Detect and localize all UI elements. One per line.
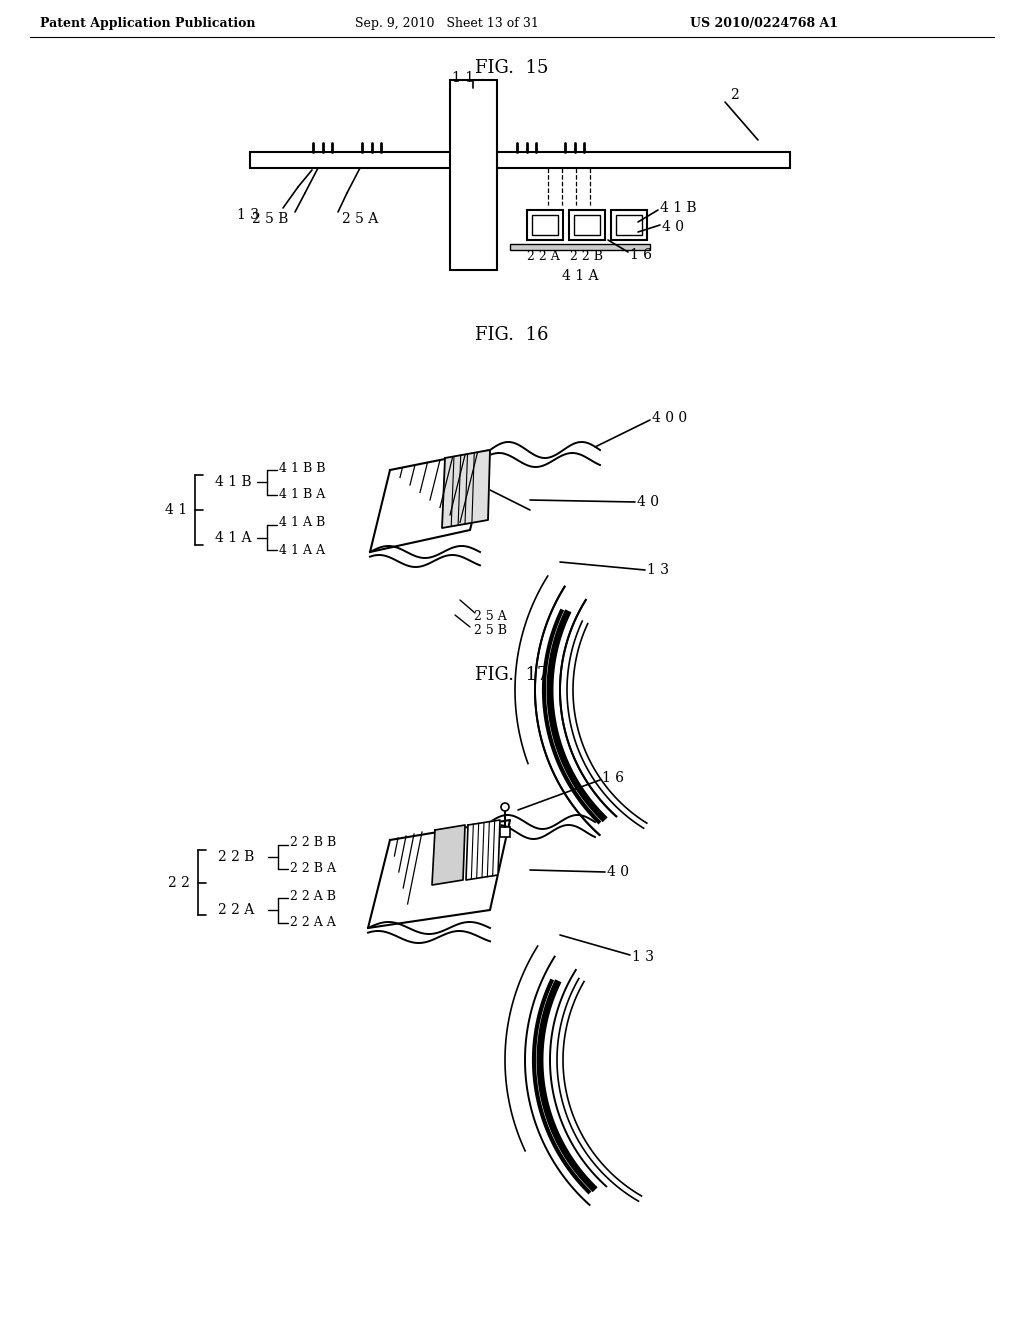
Text: FIG.  15: FIG. 15 [475, 59, 549, 77]
Text: 4 0 0: 4 0 0 [652, 411, 687, 425]
Text: 4 0: 4 0 [662, 220, 684, 234]
Text: 4 0: 4 0 [607, 865, 629, 879]
Bar [611, 210, 647, 240]
Text: 2 2 A: 2 2 A [526, 251, 559, 264]
Text: US 2010/0224768 A1: US 2010/0224768 A1 [690, 17, 838, 30]
Text: 2 2 A: 2 2 A [218, 903, 254, 917]
Polygon shape [466, 820, 500, 880]
Text: 4 1 B A: 4 1 B A [279, 488, 326, 502]
Text: 4 1: 4 1 [165, 503, 187, 517]
Circle shape [501, 803, 509, 810]
Bar [500, 828, 510, 837]
Text: 1 6: 1 6 [630, 248, 652, 261]
Bar [569, 210, 605, 240]
Text: 2: 2 [730, 88, 738, 102]
Bar [616, 215, 642, 235]
Polygon shape [442, 450, 490, 528]
Text: Patent Application Publication: Patent Application Publication [40, 17, 256, 30]
Text: 2 2 A A: 2 2 A A [290, 916, 336, 929]
Text: FIG.  17: FIG. 17 [475, 667, 549, 684]
Text: 4 0: 4 0 [637, 495, 659, 510]
Text: 2 5 A: 2 5 A [342, 213, 378, 226]
Text: 4 1 A A: 4 1 A A [279, 544, 325, 557]
Text: 2 5 B: 2 5 B [252, 213, 288, 226]
Text: 2 5 B: 2 5 B [473, 623, 507, 636]
Text: 2 2 A B: 2 2 A B [290, 890, 336, 903]
Polygon shape [525, 957, 606, 1205]
Text: 1 3: 1 3 [237, 209, 259, 222]
Text: 2 2 B: 2 2 B [569, 251, 602, 264]
Bar [532, 215, 558, 235]
Bar [527, 210, 563, 240]
Text: FIG.  16: FIG. 16 [475, 326, 549, 345]
Text: 4 1 A: 4 1 A [215, 531, 252, 545]
Text: 1 1: 1 1 [452, 71, 474, 84]
Bar [510, 244, 650, 249]
Text: 4 1 B B: 4 1 B B [279, 462, 326, 474]
Text: 4 1 A: 4 1 A [562, 269, 598, 282]
Polygon shape [368, 820, 510, 928]
Polygon shape [535, 586, 616, 836]
Polygon shape [432, 825, 465, 884]
Text: 2 5 A: 2 5 A [474, 610, 507, 623]
Text: Sep. 9, 2010   Sheet 13 of 31: Sep. 9, 2010 Sheet 13 of 31 [355, 17, 539, 30]
Text: 4 1 B: 4 1 B [660, 201, 696, 215]
Polygon shape [370, 450, 490, 552]
Text: 1 3: 1 3 [632, 950, 654, 964]
Text: 4 1 A B: 4 1 A B [279, 516, 326, 529]
Text: 1 3: 1 3 [647, 564, 669, 577]
Text: 2 2: 2 2 [168, 876, 190, 890]
Bar [250, 152, 790, 168]
Text: 2 2 B A: 2 2 B A [290, 862, 336, 875]
Text: 2 2 B: 2 2 B [218, 850, 254, 865]
Bar [574, 215, 600, 235]
Text: 1 6: 1 6 [602, 771, 624, 785]
Bar [450, 81, 497, 271]
Text: 4 1 B: 4 1 B [215, 475, 252, 488]
Text: 2 2 B B: 2 2 B B [290, 837, 336, 850]
